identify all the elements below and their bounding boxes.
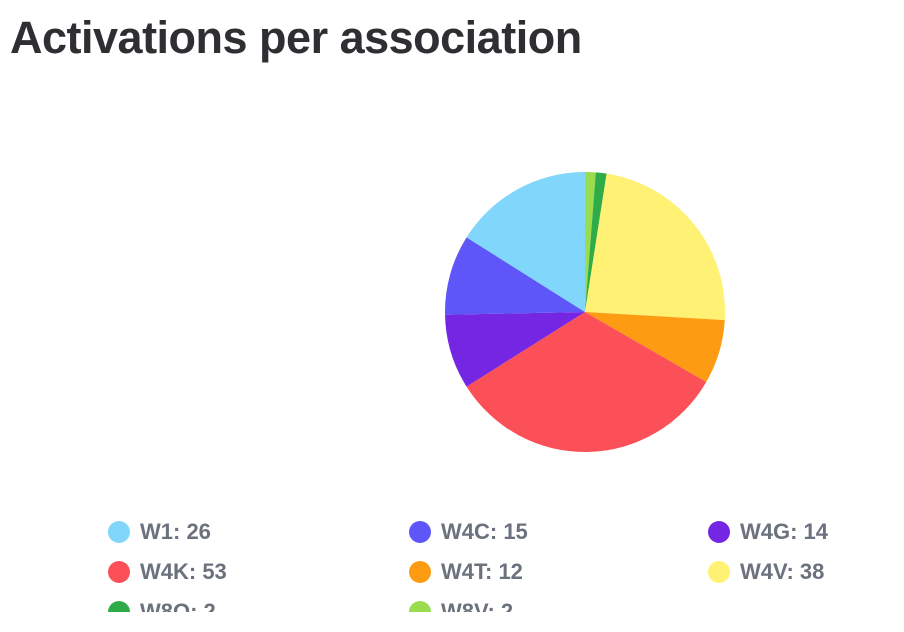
legend-swatch [108,521,130,543]
legend-swatch [108,561,130,583]
pie-slice-w4c[interactable] [445,237,585,315]
legend-label: W4V: 38 [740,559,825,584]
legend-swatch [708,561,730,583]
legend-item-w4v[interactable]: W4V: 38 [708,554,824,590]
pie-slice-w4k[interactable] [466,312,707,452]
pie-slice-w8o[interactable] [585,172,607,312]
legend-swatch [708,521,730,543]
legend-swatch [409,601,431,612]
legend-item-w4c[interactable]: W4C: 15 [409,514,528,550]
pie-slice-w4t[interactable] [585,312,725,382]
legend-label: W4K: 53 [140,559,227,584]
legend-item-w4k[interactable]: W4K: 53 [108,554,227,590]
legend-item-w4t[interactable]: W4T: 12 [409,554,523,590]
pie-slice-w8v[interactable] [585,172,596,312]
legend-swatch [409,561,431,583]
pie-slice-w4v[interactable] [585,173,725,321]
legend-label: W4G: 14 [740,519,829,544]
legend-item-w1[interactable]: W1: 26 [108,514,211,550]
chart-title: Activations per association [10,12,582,63]
legend-label: W8V: 2 [441,599,514,612]
legend-item-w4g[interactable]: W4G: 14 [708,514,828,550]
legend-label: W4C: 15 [441,519,528,544]
chart-legend: W1: 26 W4C: 15 W4G: 14 W4K: 53 W4T: 12 W4V: 3… [0,512,904,612]
pie-slice-w4g[interactable] [445,312,585,387]
legend-item-w8v[interactable]: W8V: 2 [409,594,513,612]
legend-label: W1: 26 [140,519,211,544]
pie-slice-w1[interactable] [466,172,585,312]
legend-label: W8O: 2 [140,599,216,612]
legend-swatch [108,601,130,612]
legend-label: W4T: 12 [441,559,523,584]
pie-chart [445,172,725,452]
legend-swatch [409,521,431,543]
legend-item-w8o[interactable]: W8O: 2 [108,594,216,612]
